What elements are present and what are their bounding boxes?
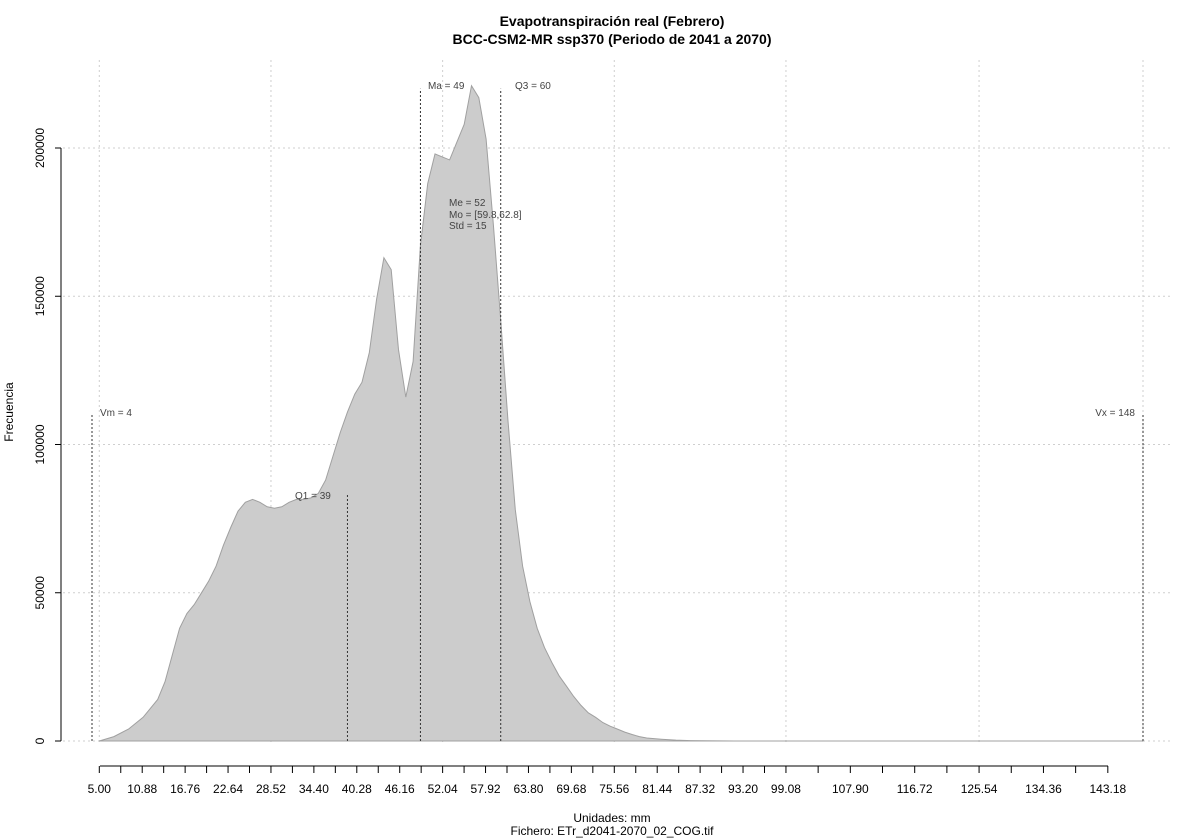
- frequency-area: [99, 84, 1143, 742]
- y-tick-label: 0: [33, 737, 47, 744]
- y-tick-label: 200000: [33, 128, 47, 168]
- x-tick-label: 93.20: [728, 782, 758, 796]
- x-tick-label: 81.44: [642, 782, 672, 796]
- x-tick-label: 75.56: [599, 782, 629, 796]
- x-tick-label: 107.90: [832, 782, 869, 796]
- x-tick-label: 116.72: [897, 782, 933, 796]
- x-tick-label: 69.68: [556, 782, 586, 796]
- x-tick-label: 52.04: [428, 782, 458, 796]
- x-tick-label: 57.92: [471, 782, 501, 796]
- x-tick-label: 10.88: [127, 782, 157, 796]
- y-tick-label: 50000: [33, 576, 47, 610]
- x-tick-label: 46.16: [385, 782, 415, 796]
- x-tick-label: 99.08: [771, 782, 801, 796]
- x-tick-label: 125.54: [961, 782, 998, 796]
- std-label: Std = 15: [449, 221, 487, 232]
- x-tick-label: 34.40: [299, 782, 329, 796]
- x-tick-label: 22.64: [213, 782, 243, 796]
- median-label: Me = 52: [449, 198, 486, 209]
- q3-label: Q3 = 60: [515, 81, 551, 92]
- x-tick-label: 134.36: [1025, 782, 1062, 796]
- y-tick-label: 100000: [33, 424, 47, 464]
- file-caption: Fichero: ETr_d2041-2070_02_COG.tif: [511, 824, 715, 838]
- ma-label: Ma = 49: [428, 81, 465, 92]
- x-tick-label: 63.80: [513, 782, 543, 796]
- mode-label: Mo = [59.8,62.8]: [449, 210, 522, 221]
- y-tick-label: 150000: [33, 276, 47, 316]
- x-tick-label: 5.00: [88, 782, 112, 796]
- y-axis-ticks: 0 50000 100000 150000 200000: [33, 128, 61, 744]
- x-tick-label: 16.76: [170, 782, 200, 796]
- x-axis-title: Unidades: mm: [573, 811, 650, 825]
- chart-subtitle: BCC-CSM2-MR ssp370 (Periodo de 2041 a 20…: [453, 31, 772, 47]
- x-tick-label: 143.18: [1089, 782, 1126, 796]
- statistic-markers: [91, 88, 1144, 741]
- q1-label: Q1 = 39: [295, 491, 331, 502]
- x-axis-ticks: 5.00 10.88 16.76 22.64 28.52 34.40 40.28 46.16 5…: [88, 766, 1126, 796]
- x-tick-label: 28.52: [256, 782, 286, 796]
- vm-label: Vm = 4: [100, 408, 132, 419]
- chart-title: Evapotranspiración real (Febrero): [500, 13, 725, 29]
- x-tick-label: 87.32: [685, 782, 715, 796]
- y-axis-title: Frecuencia: [2, 382, 16, 442]
- x-tick-label: 40.28: [342, 782, 372, 796]
- vx-label: Vx = 148: [1095, 408, 1135, 419]
